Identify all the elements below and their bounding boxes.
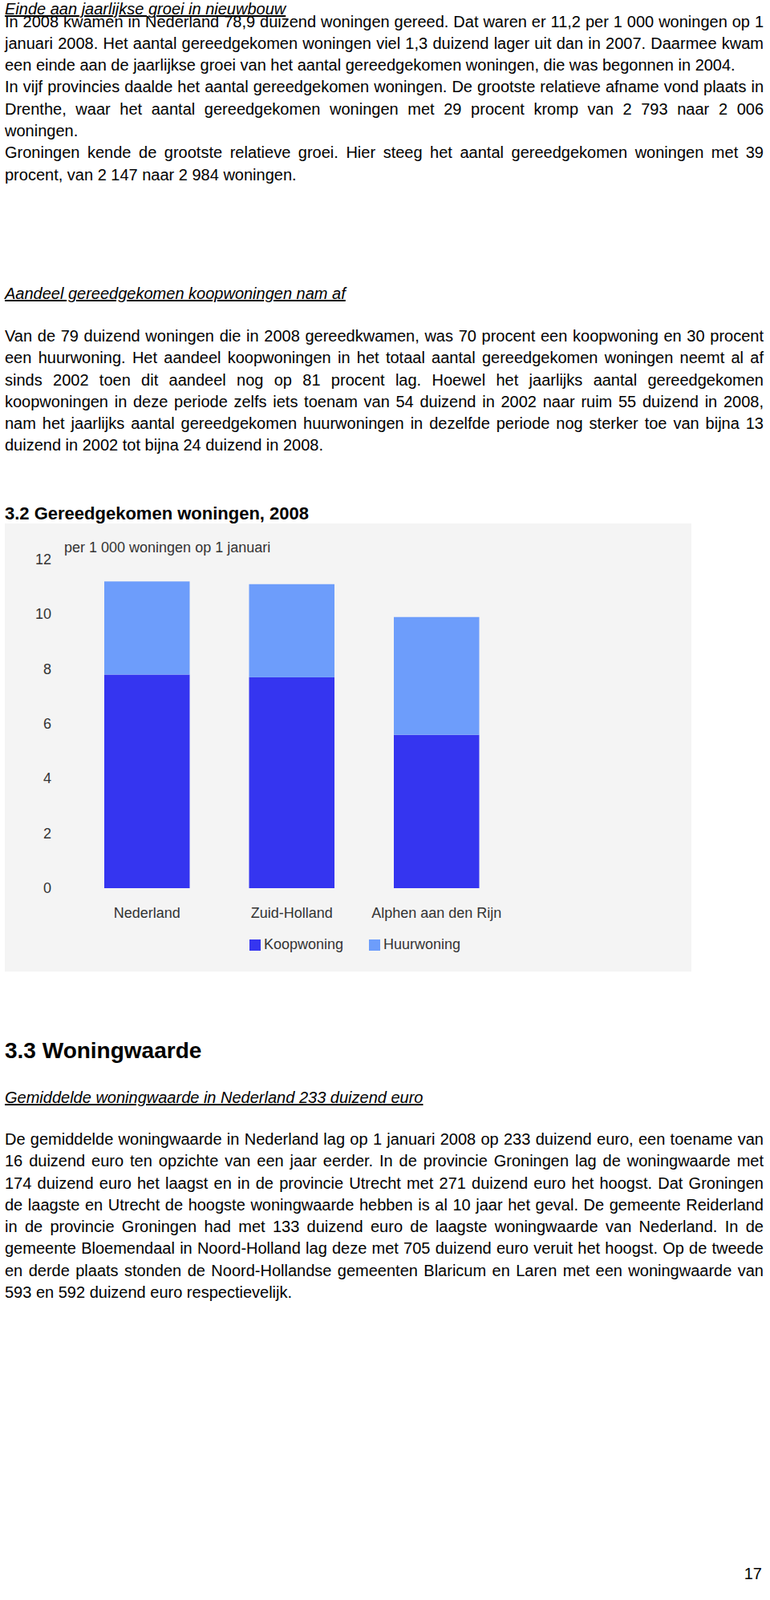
x-tick-label: Nederland bbox=[113, 905, 181, 922]
bar bbox=[249, 584, 335, 678]
paragraph-block: De gemiddelde woningwaarde in Nederland … bbox=[4, 1129, 764, 1305]
paragraph-block: Van de 79 duizend woningen die in 2008 g… bbox=[4, 325, 764, 458]
x-tick-label: Alphen aan den Rijn bbox=[371, 905, 502, 922]
x-tick-label: Zuid-Holland bbox=[251, 905, 333, 922]
legend-swatch bbox=[368, 940, 381, 952]
section-title: 3.3 Woningwaarde bbox=[4, 1037, 764, 1066]
chart-background bbox=[4, 523, 692, 973]
legend-label: Huurwoning bbox=[383, 936, 461, 953]
paragraph: De gemiddelde woningwaarde in Nederland … bbox=[4, 1129, 764, 1305]
chart-heading: 3.2 Gereedgekomen woningen, 2008 bbox=[4, 502, 764, 525]
bar bbox=[249, 677, 335, 889]
chart: per 1 000 woningen op 1 januari 0 2 4 6 8 10 12… bbox=[4, 523, 692, 973]
legend-swatch bbox=[249, 940, 261, 952]
paragraph: In vijf provincies daalde het aantal ger… bbox=[4, 76, 764, 142]
paragraph: In 2008 kwamen in Nederland 78,9 duizend… bbox=[4, 11, 764, 77]
bar bbox=[393, 735, 479, 889]
y-tick-label: 6 bbox=[43, 716, 52, 733]
bar bbox=[104, 581, 190, 675]
y-tick-label: 2 bbox=[43, 826, 52, 843]
paragraph-block: In 2008 kwamen in Nederland 78,9 duizend… bbox=[4, 11, 764, 187]
legend-label: Koopwoning bbox=[263, 936, 344, 953]
y-tick-label: 0 bbox=[43, 880, 52, 897]
paragraph: Groningen kende de grootste relatieve gr… bbox=[4, 141, 764, 187]
paragraph: Van de 79 duizend woningen die in 2008 g… bbox=[4, 325, 764, 458]
bar bbox=[393, 617, 479, 736]
y-tick-label: 4 bbox=[43, 770, 52, 787]
section-heading: Aandeel gereedgekomen koopwoningen nam a… bbox=[4, 283, 764, 305]
y-tick-label: 8 bbox=[43, 661, 52, 678]
section-heading: Gemiddelde woningwaarde in Nederland 233… bbox=[4, 1087, 764, 1110]
page-number: 17 bbox=[744, 1564, 762, 1586]
plot-area bbox=[104, 581, 479, 889]
bar bbox=[104, 675, 190, 890]
chart-subtitle: per 1 000 woningen op 1 januari bbox=[64, 539, 271, 556]
y-tick-label: 12 bbox=[35, 551, 52, 568]
y-tick-label: 10 bbox=[35, 606, 52, 623]
legend: Koopwoning Huurwoning bbox=[249, 936, 461, 953]
